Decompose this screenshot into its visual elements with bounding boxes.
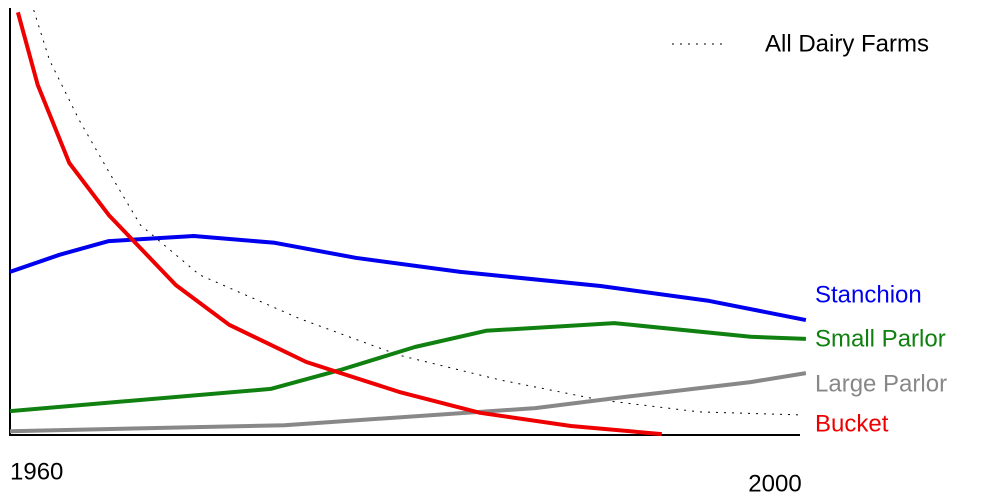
series-line bbox=[10, 321, 806, 414]
series-label: Stanchion bbox=[815, 281, 922, 308]
series-line bbox=[15, 11, 662, 436]
series-line bbox=[10, 371, 807, 434]
x-tick-label: 2000 bbox=[748, 470, 801, 497]
series-label: Large Parlor bbox=[815, 370, 947, 397]
series-line bbox=[10, 234, 807, 323]
series-label: Bucket bbox=[815, 410, 889, 437]
x-tick-label: 1960 bbox=[10, 458, 63, 485]
legend-label: All Dairy Farms bbox=[765, 30, 929, 57]
dotted-line bbox=[33, 9, 801, 416]
series-label: Small Parlor bbox=[815, 325, 946, 352]
plot-area bbox=[10, 9, 807, 436]
